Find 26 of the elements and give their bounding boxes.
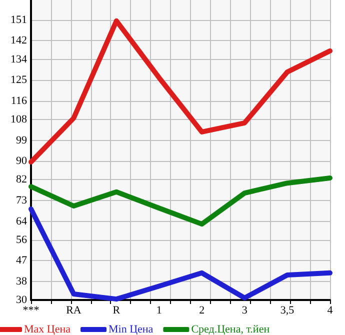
- y-tick-label: 64: [16, 215, 28, 228]
- y-tick-label: 73: [16, 194, 28, 206]
- y-tick-label: 30: [16, 294, 28, 306]
- y-tick-label: 151: [10, 14, 27, 26]
- y-tick-label: 82: [16, 174, 27, 186]
- y-tick-label: 47: [16, 254, 28, 267]
- x-tick-label: RA: [66, 304, 82, 316]
- x-tick-label: R: [112, 304, 121, 316]
- y-tick-label: 90: [16, 155, 28, 168]
- legend-label: Max Цена: [24, 324, 71, 335]
- y-tick-label: 134: [10, 53, 28, 66]
- y-tick-label: 116: [10, 94, 28, 107]
- y-tick-label: 56: [16, 234, 28, 246]
- x-tick-label: 3: [242, 304, 248, 316]
- y-tick-label: 99: [16, 134, 28, 146]
- x-tick-label: ***: [22, 304, 40, 316]
- y-tick-label: 108: [10, 113, 28, 126]
- y-tick-label: 142: [10, 34, 27, 47]
- y-tick-label: 38: [16, 275, 28, 288]
- x-tick-label: 3,5: [280, 304, 295, 316]
- y-tick-label: 125: [10, 74, 28, 86]
- x-tick-label: 2: [199, 304, 205, 316]
- legend-label: Сред.Цена, т.йен: [191, 324, 270, 335]
- x-tick-label: 4: [327, 304, 334, 316]
- legend-label: Min Цена: [108, 324, 154, 335]
- x-tick-label: 1: [156, 304, 162, 316]
